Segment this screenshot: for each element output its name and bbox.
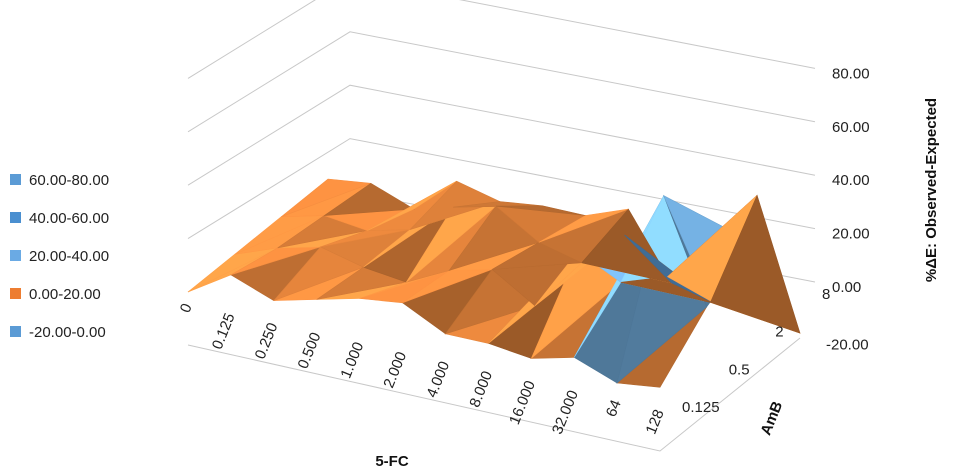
legend-label: 40.00-60.00: [29, 210, 109, 227]
surface-facet: [323, 182, 415, 216]
z-tick-label: 80.00: [832, 65, 870, 82]
surface-facet: [367, 180, 457, 231]
z-tick-label: 40.00: [832, 172, 870, 189]
x-tick-label: 1.000: [337, 340, 367, 381]
x-tick-label: 0.500: [295, 330, 325, 371]
x-tick-label: 128: [643, 407, 668, 437]
chart-surface: [187, 178, 801, 388]
x-axis-title: 5-FC: [375, 453, 409, 470]
x-tick-label: 0.125: [209, 311, 239, 352]
legend-swatch: [10, 174, 21, 185]
legend-label: 0.00-20.00: [29, 286, 101, 303]
legend-swatch: [10, 250, 21, 261]
y-tick-label: 0.125: [682, 399, 720, 416]
y-tick-label: 0.5: [729, 361, 750, 378]
surface-facet: [581, 208, 672, 284]
y-tick-label: 2: [775, 324, 783, 341]
z-tick-label: -20.00: [826, 336, 869, 353]
gridline: [187, 84, 816, 186]
z-tick-label: 20.00: [832, 226, 870, 243]
surface-facet: [538, 208, 629, 243]
y-axis-title: AmB: [757, 399, 786, 438]
floor-frame: [187, 337, 801, 452]
gridline: [187, 0, 816, 79]
x-tick-label: 0.250: [252, 320, 282, 361]
gridline: [187, 31, 816, 133]
surface-facet: [409, 180, 501, 230]
surface-facet: [281, 178, 372, 217]
x-tick-label: 32.000: [549, 388, 582, 437]
chart-legend: 60.00-80.00 40.00-60.00 20.00-40.00 0.00-20…: [10, 172, 109, 341]
legend-label: 20.00-40.00: [29, 248, 109, 265]
y-tick-label: 8: [822, 286, 830, 303]
legend-label: -20.00-0.00: [29, 324, 106, 341]
x-tick-label: 8.000: [466, 369, 496, 410]
surface-facet: [495, 205, 586, 216]
legend-swatch: [10, 212, 21, 223]
legend-label: 60.00-80.00: [29, 172, 109, 189]
legend-swatch: [10, 288, 21, 299]
z-tick-label: 60.00: [832, 119, 870, 136]
x-tick-label: 4.000: [423, 359, 453, 400]
z-tick-label: 0.00: [832, 279, 861, 296]
x-tick-label: 16.000: [506, 378, 539, 427]
x-tick-label: 0: [177, 301, 196, 315]
surface-facet: [709, 194, 801, 334]
legend-swatch: [10, 326, 21, 337]
z-axis-title: %ΔE: Observed-Expected: [923, 98, 940, 282]
gridline: [187, 138, 816, 240]
x-tick-label: 64: [603, 398, 625, 420]
x-tick-label: 2.000: [380, 349, 410, 390]
